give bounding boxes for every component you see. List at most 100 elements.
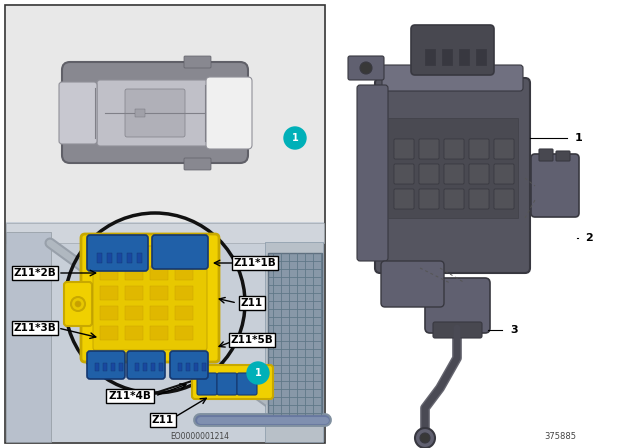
FancyBboxPatch shape bbox=[348, 56, 384, 80]
Text: 3: 3 bbox=[510, 325, 518, 335]
FancyBboxPatch shape bbox=[382, 65, 523, 91]
Text: EO0000001214: EO0000001214 bbox=[170, 431, 230, 440]
FancyBboxPatch shape bbox=[64, 282, 92, 326]
FancyBboxPatch shape bbox=[381, 261, 444, 307]
FancyBboxPatch shape bbox=[152, 235, 208, 269]
FancyBboxPatch shape bbox=[127, 351, 165, 379]
Text: Z11: Z11 bbox=[241, 298, 263, 308]
Bar bbox=[175, 266, 193, 280]
Text: 375885: 375885 bbox=[544, 431, 576, 440]
Circle shape bbox=[284, 127, 306, 149]
Circle shape bbox=[247, 362, 269, 384]
Bar bbox=[425, 49, 435, 65]
Bar bbox=[135, 363, 139, 371]
FancyBboxPatch shape bbox=[197, 373, 217, 395]
Bar bbox=[151, 363, 155, 371]
Bar bbox=[100, 286, 118, 300]
Bar bbox=[100, 326, 118, 340]
Text: 1: 1 bbox=[255, 368, 261, 378]
Bar bbox=[6, 222, 324, 442]
FancyBboxPatch shape bbox=[59, 82, 97, 144]
FancyBboxPatch shape bbox=[62, 62, 248, 163]
FancyBboxPatch shape bbox=[411, 25, 494, 75]
Bar bbox=[117, 253, 122, 263]
Text: Z11*4B: Z11*4B bbox=[109, 391, 152, 401]
FancyBboxPatch shape bbox=[217, 373, 237, 395]
Bar bbox=[135, 109, 145, 117]
FancyBboxPatch shape bbox=[394, 139, 414, 159]
Bar bbox=[111, 363, 115, 371]
Bar bbox=[137, 253, 142, 263]
Bar bbox=[107, 253, 112, 263]
FancyBboxPatch shape bbox=[494, 139, 514, 159]
Bar bbox=[125, 326, 143, 340]
FancyBboxPatch shape bbox=[494, 189, 514, 209]
Bar bbox=[476, 49, 486, 65]
Bar bbox=[178, 363, 182, 371]
Bar bbox=[194, 363, 198, 371]
Bar bbox=[175, 326, 193, 340]
FancyBboxPatch shape bbox=[469, 139, 489, 159]
FancyBboxPatch shape bbox=[444, 189, 464, 209]
Text: Z11*2B: Z11*2B bbox=[13, 268, 56, 278]
Bar bbox=[100, 266, 118, 280]
Bar bbox=[202, 363, 206, 371]
FancyBboxPatch shape bbox=[87, 235, 148, 271]
Bar bbox=[442, 49, 452, 65]
Bar bbox=[186, 363, 190, 371]
FancyBboxPatch shape bbox=[556, 151, 570, 161]
Circle shape bbox=[75, 301, 81, 307]
Bar bbox=[100, 306, 118, 320]
Bar bbox=[103, 363, 107, 371]
FancyBboxPatch shape bbox=[375, 78, 530, 273]
Bar bbox=[5, 5, 325, 443]
FancyBboxPatch shape bbox=[192, 365, 273, 399]
Bar bbox=[6, 6, 324, 223]
FancyBboxPatch shape bbox=[419, 189, 439, 209]
Bar bbox=[150, 266, 168, 280]
Bar bbox=[175, 306, 193, 320]
Bar bbox=[150, 286, 168, 300]
FancyBboxPatch shape bbox=[419, 139, 439, 159]
FancyBboxPatch shape bbox=[388, 118, 518, 218]
FancyBboxPatch shape bbox=[469, 189, 489, 209]
FancyBboxPatch shape bbox=[494, 164, 514, 184]
Bar bbox=[127, 253, 132, 263]
FancyBboxPatch shape bbox=[97, 80, 213, 146]
FancyBboxPatch shape bbox=[469, 164, 489, 184]
Circle shape bbox=[71, 297, 85, 311]
Text: Z11*3B: Z11*3B bbox=[13, 323, 56, 333]
Bar bbox=[150, 326, 168, 340]
FancyBboxPatch shape bbox=[425, 278, 490, 333]
FancyBboxPatch shape bbox=[206, 77, 252, 149]
Text: 1: 1 bbox=[575, 133, 583, 143]
Bar bbox=[6, 223, 324, 243]
Circle shape bbox=[420, 433, 430, 443]
FancyBboxPatch shape bbox=[394, 189, 414, 209]
FancyBboxPatch shape bbox=[6, 232, 51, 442]
FancyBboxPatch shape bbox=[394, 164, 414, 184]
FancyBboxPatch shape bbox=[184, 56, 211, 68]
FancyBboxPatch shape bbox=[539, 149, 553, 161]
Bar bbox=[265, 242, 323, 442]
Circle shape bbox=[415, 428, 435, 448]
FancyBboxPatch shape bbox=[87, 351, 125, 379]
Text: 1: 1 bbox=[292, 133, 298, 143]
FancyBboxPatch shape bbox=[444, 164, 464, 184]
FancyBboxPatch shape bbox=[81, 234, 219, 362]
Bar bbox=[143, 363, 147, 371]
Bar bbox=[159, 363, 163, 371]
Bar bbox=[125, 306, 143, 320]
Bar bbox=[125, 286, 143, 300]
FancyBboxPatch shape bbox=[433, 322, 482, 338]
Text: Z11*5B: Z11*5B bbox=[230, 335, 273, 345]
Bar bbox=[125, 266, 143, 280]
FancyBboxPatch shape bbox=[237, 373, 257, 395]
Bar bbox=[459, 49, 469, 65]
Bar bbox=[268, 253, 322, 418]
Text: Z11: Z11 bbox=[152, 415, 174, 425]
FancyBboxPatch shape bbox=[444, 139, 464, 159]
Bar bbox=[119, 363, 123, 371]
FancyBboxPatch shape bbox=[419, 164, 439, 184]
FancyBboxPatch shape bbox=[357, 85, 388, 261]
